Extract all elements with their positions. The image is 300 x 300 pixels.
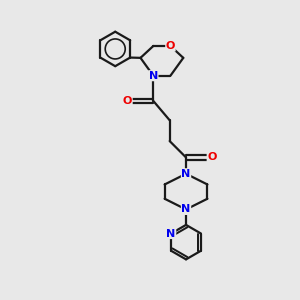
Text: N: N bbox=[182, 169, 190, 179]
Text: O: O bbox=[123, 96, 132, 106]
Text: N: N bbox=[149, 71, 158, 81]
Text: N: N bbox=[182, 204, 190, 214]
Text: O: O bbox=[207, 152, 217, 162]
Text: O: O bbox=[166, 41, 175, 51]
Text: N: N bbox=[167, 229, 176, 238]
